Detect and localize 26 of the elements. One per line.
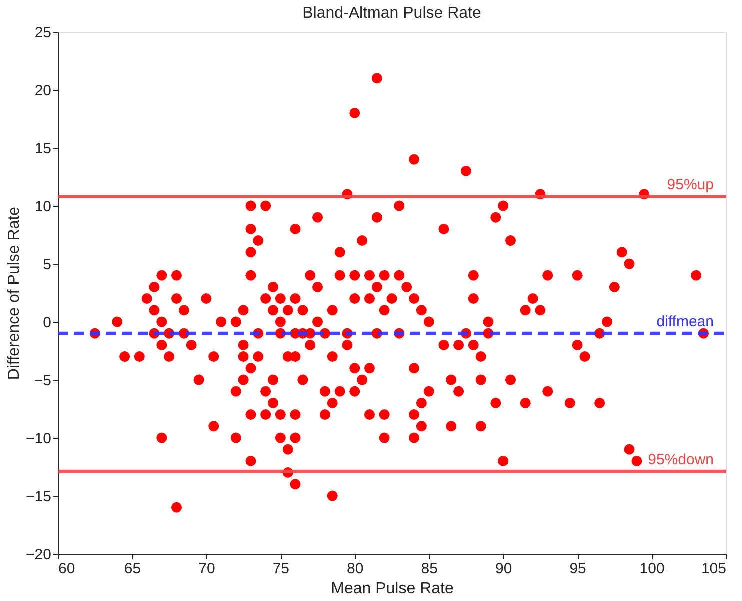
y-axis-title: Difference of Pulse Rate [6,206,24,380]
x-tick-label: 80 [347,560,364,578]
x-tick-label: 75 [272,560,290,578]
y-tick-label: 15 [34,140,52,158]
ref-line-label: 95%up [667,176,714,194]
x-tick-label: 95 [570,560,586,578]
y-tick-label: −15 [26,488,52,506]
x-tick-label: 65 [124,560,142,578]
y-tick-label: 25 [34,24,52,42]
chart-title: Bland-Altman Pulse Rate [302,5,482,22]
ref-line-label: diffmean [656,314,714,331]
x-tick-label: 90 [495,560,512,578]
y-tick-label: 20 [34,82,52,100]
x-axis-title: Mean Pulse Rate [331,580,454,598]
y-tick-label: 5 [43,256,52,274]
x-tick-label: 70 [198,560,216,578]
y-tick-label: 0 [43,314,52,332]
x-tick-label: 85 [421,560,438,578]
x-tick-label: 100 [640,560,665,578]
y-tick-label: −5 [34,372,52,390]
ref-line-label: 95%down [648,452,714,469]
y-tick-label: 10 [34,198,52,216]
y-tick-label: −20 [26,546,52,564]
y-tick-label: −10 [26,430,52,448]
x-tick-label: 60 [58,560,76,578]
x-tick-label: 105 [701,560,726,578]
